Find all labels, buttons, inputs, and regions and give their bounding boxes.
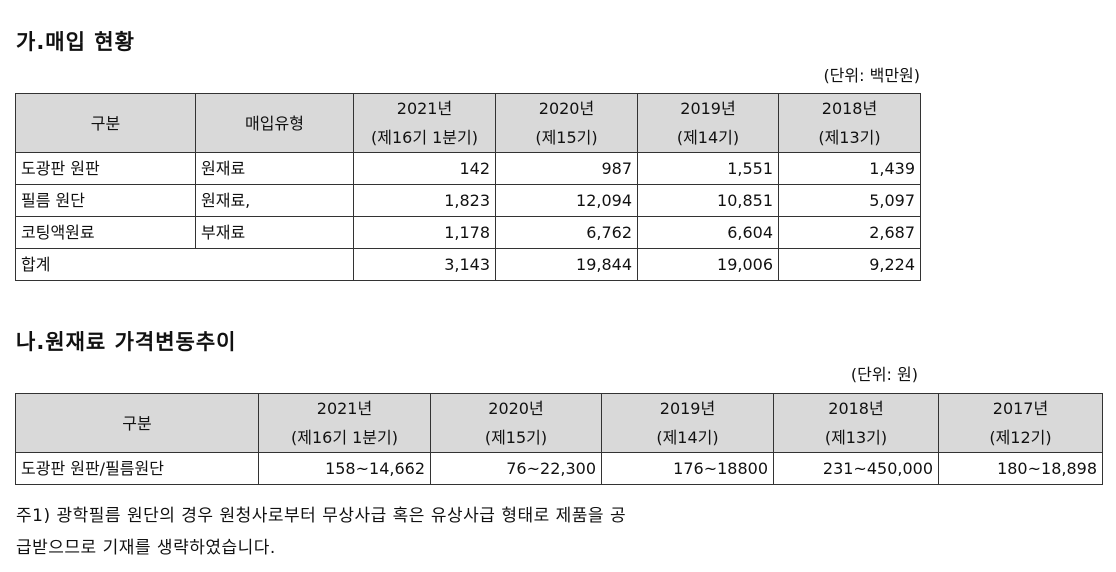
header-year: 2021년 (제16기 1분기) — [258, 393, 431, 453]
row-value: 1,823 — [353, 184, 496, 217]
footnote-line-1: 주1) 광학필름 원단의 경우 원청사로부터 무상사급 혹은 유상사급 형태로 … — [16, 506, 627, 526]
header-category: 구분 — [15, 393, 259, 453]
row-value: 5,097 — [778, 184, 921, 217]
purchase-table: 구분 매입유형 2021년 (제16기 1분기) 2020년 (제15기) 2019… — [15, 93, 921, 281]
row-type: 부재료 — [195, 216, 354, 249]
header-year: 2021년 (제16기 1분기) — [353, 93, 496, 153]
row-value: 76~22,300 — [430, 452, 602, 485]
header-year: 2020년 (제15기) — [430, 393, 602, 453]
header-year: 2018년 (제13기) — [773, 393, 939, 453]
row-value: 10,851 — [637, 184, 779, 217]
header-category: 구분 — [15, 93, 196, 153]
row-value: 180~18,898 — [938, 452, 1103, 485]
header-year: 2020년 (제15기) — [495, 93, 638, 153]
row-value: 176~18800 — [601, 452, 774, 485]
table-row: 도광판 원판 원재료 142 987 1,551 1,439 — [15, 152, 921, 185]
total-label: 합계 — [15, 248, 354, 281]
footnote-line-2: 급받으므로 기재를 생략하였습니다. — [16, 538, 276, 558]
row-value: 1,439 — [778, 152, 921, 185]
row-value: 1,178 — [353, 216, 496, 249]
total-row: 합계 3,143 19,844 19,006 9,224 — [15, 248, 921, 281]
row-value: 1,551 — [637, 152, 779, 185]
section-b-title: 나.원재료 가격변동추이 — [16, 330, 237, 354]
row-category: 도광판 원판/필름원단 — [15, 452, 259, 485]
total-value: 19,006 — [637, 248, 779, 281]
row-category: 코팅액원료 — [15, 216, 196, 249]
total-value: 3,143 — [353, 248, 496, 281]
header-year: 2017년 (제12기) — [938, 393, 1103, 453]
header-type: 매입유형 — [195, 93, 354, 153]
table-header-row: 구분 매입유형 2021년 (제16기 1분기) 2020년 (제15기) 2019… — [15, 93, 921, 153]
total-value: 9,224 — [778, 248, 921, 281]
total-value: 19,844 — [495, 248, 638, 281]
header-year: 2019년 (제14기) — [601, 393, 774, 453]
header-year: 2019년 (제14기) — [637, 93, 779, 153]
section-a-title: 가.매입 현황 — [16, 30, 135, 54]
row-value: 987 — [495, 152, 638, 185]
row-value: 2,687 — [778, 216, 921, 249]
row-value: 6,762 — [495, 216, 638, 249]
row-value: 6,604 — [637, 216, 779, 249]
row-type: 원재료 — [195, 152, 354, 185]
section-b-unit: (단위: 원) — [850, 365, 918, 384]
row-value: 158~14,662 — [258, 452, 431, 485]
section-a-unit: (단위: 백만원) — [823, 66, 920, 85]
table-row: 필름 원단 원재료, 1,823 12,094 10,851 5,097 — [15, 184, 921, 217]
price-trend-table: 구분 2021년 (제16기 1분기) 2020년 (제15기) 2019년 (제14… — [15, 393, 1103, 485]
table-row: 코팅액원료 부재료 1,178 6,762 6,604 2,687 — [15, 216, 921, 249]
row-value: 142 — [353, 152, 496, 185]
table-header-row: 구분 2021년 (제16기 1분기) 2020년 (제15기) 2019년 (제14… — [15, 393, 1103, 453]
row-type: 원재료, — [195, 184, 354, 217]
row-category: 도광판 원판 — [15, 152, 196, 185]
row-value: 231~450,000 — [773, 452, 939, 485]
row-category: 필름 원단 — [15, 184, 196, 217]
row-value: 12,094 — [495, 184, 638, 217]
header-year: 2018년 (제13기) — [778, 93, 921, 153]
table-row: 도광판 원판/필름원단 158~14,662 76~22,300 176~188… — [15, 452, 1103, 485]
